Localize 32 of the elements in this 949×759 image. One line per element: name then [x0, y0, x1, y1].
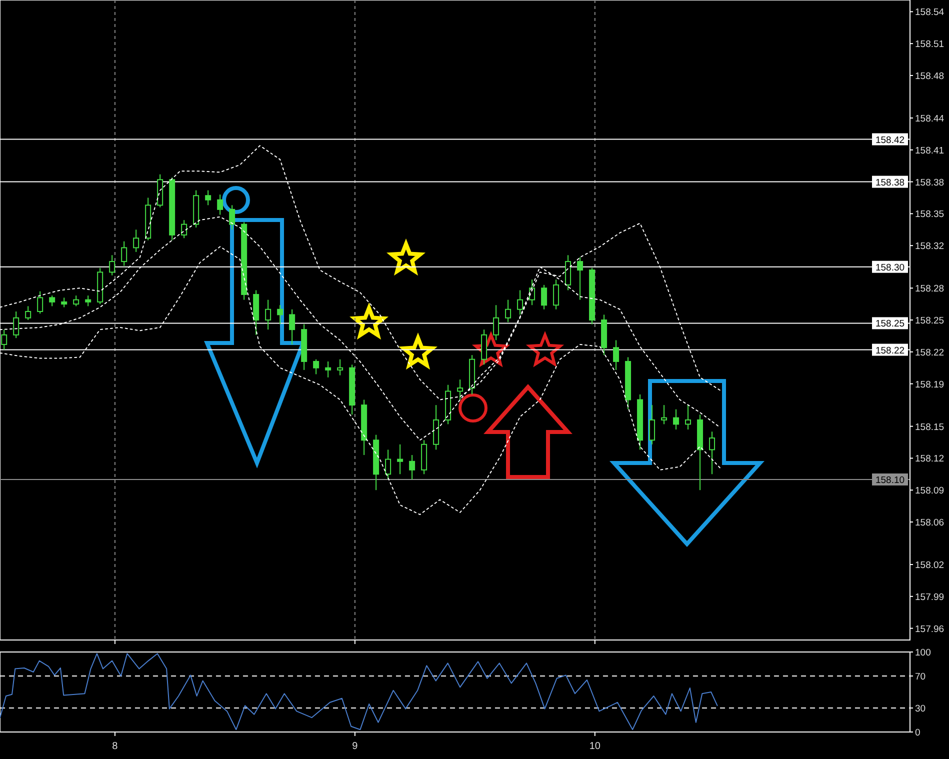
y-tick-label: 158.19 [915, 379, 944, 390]
y-tick-label: 100 [915, 648, 931, 658]
x-tick-label: 9 [352, 741, 358, 752]
y-tick-label: 158.35 [915, 209, 944, 220]
ref-line-label: 158.25 [875, 318, 905, 330]
y-tick-label: 158.12 [915, 454, 944, 465]
y-tick-label: 158.44 [915, 114, 944, 125]
y-tick-label: 158.28 [915, 284, 944, 295]
y-tick-label: 158.25 [915, 316, 944, 326]
ref-line-label: 158.22 [875, 345, 905, 356]
y-tick-label: 158.22 [915, 347, 944, 358]
y-tick-label: 158.32 [915, 241, 944, 252]
y-tick-label: 158.51 [915, 39, 944, 50]
ref-line-label: 158.42 [875, 134, 905, 146]
y-tick-label: 30 [915, 704, 926, 714]
y-tick-label: 157.99 [915, 592, 944, 603]
y-tick-label: 0 [915, 728, 920, 738]
y-tick-label: 158.41 [915, 145, 944, 156]
ref-line-label: 158.38 [875, 177, 905, 188]
x-tick-label: 8 [112, 741, 118, 752]
ref-line-label: 158.10 [875, 474, 905, 486]
y-tick-label: 158.06 [915, 517, 944, 528]
y-tick-label: 158.48 [915, 70, 944, 82]
y-tick-label: 158.38 [915, 177, 944, 188]
y-tick-label: 157.96 [915, 624, 944, 635]
y-tick-label: 158.15 [915, 422, 944, 433]
ref-line-label: 158.30 [875, 262, 905, 274]
y-tick-label: 158.02 [915, 560, 944, 572]
y-tick-label: 158.54 [915, 7, 944, 18]
y-tick-label: 158.09 [915, 486, 944, 497]
x-tick-label: 10 [589, 741, 601, 752]
y-tick-label: 70 [915, 672, 926, 682]
